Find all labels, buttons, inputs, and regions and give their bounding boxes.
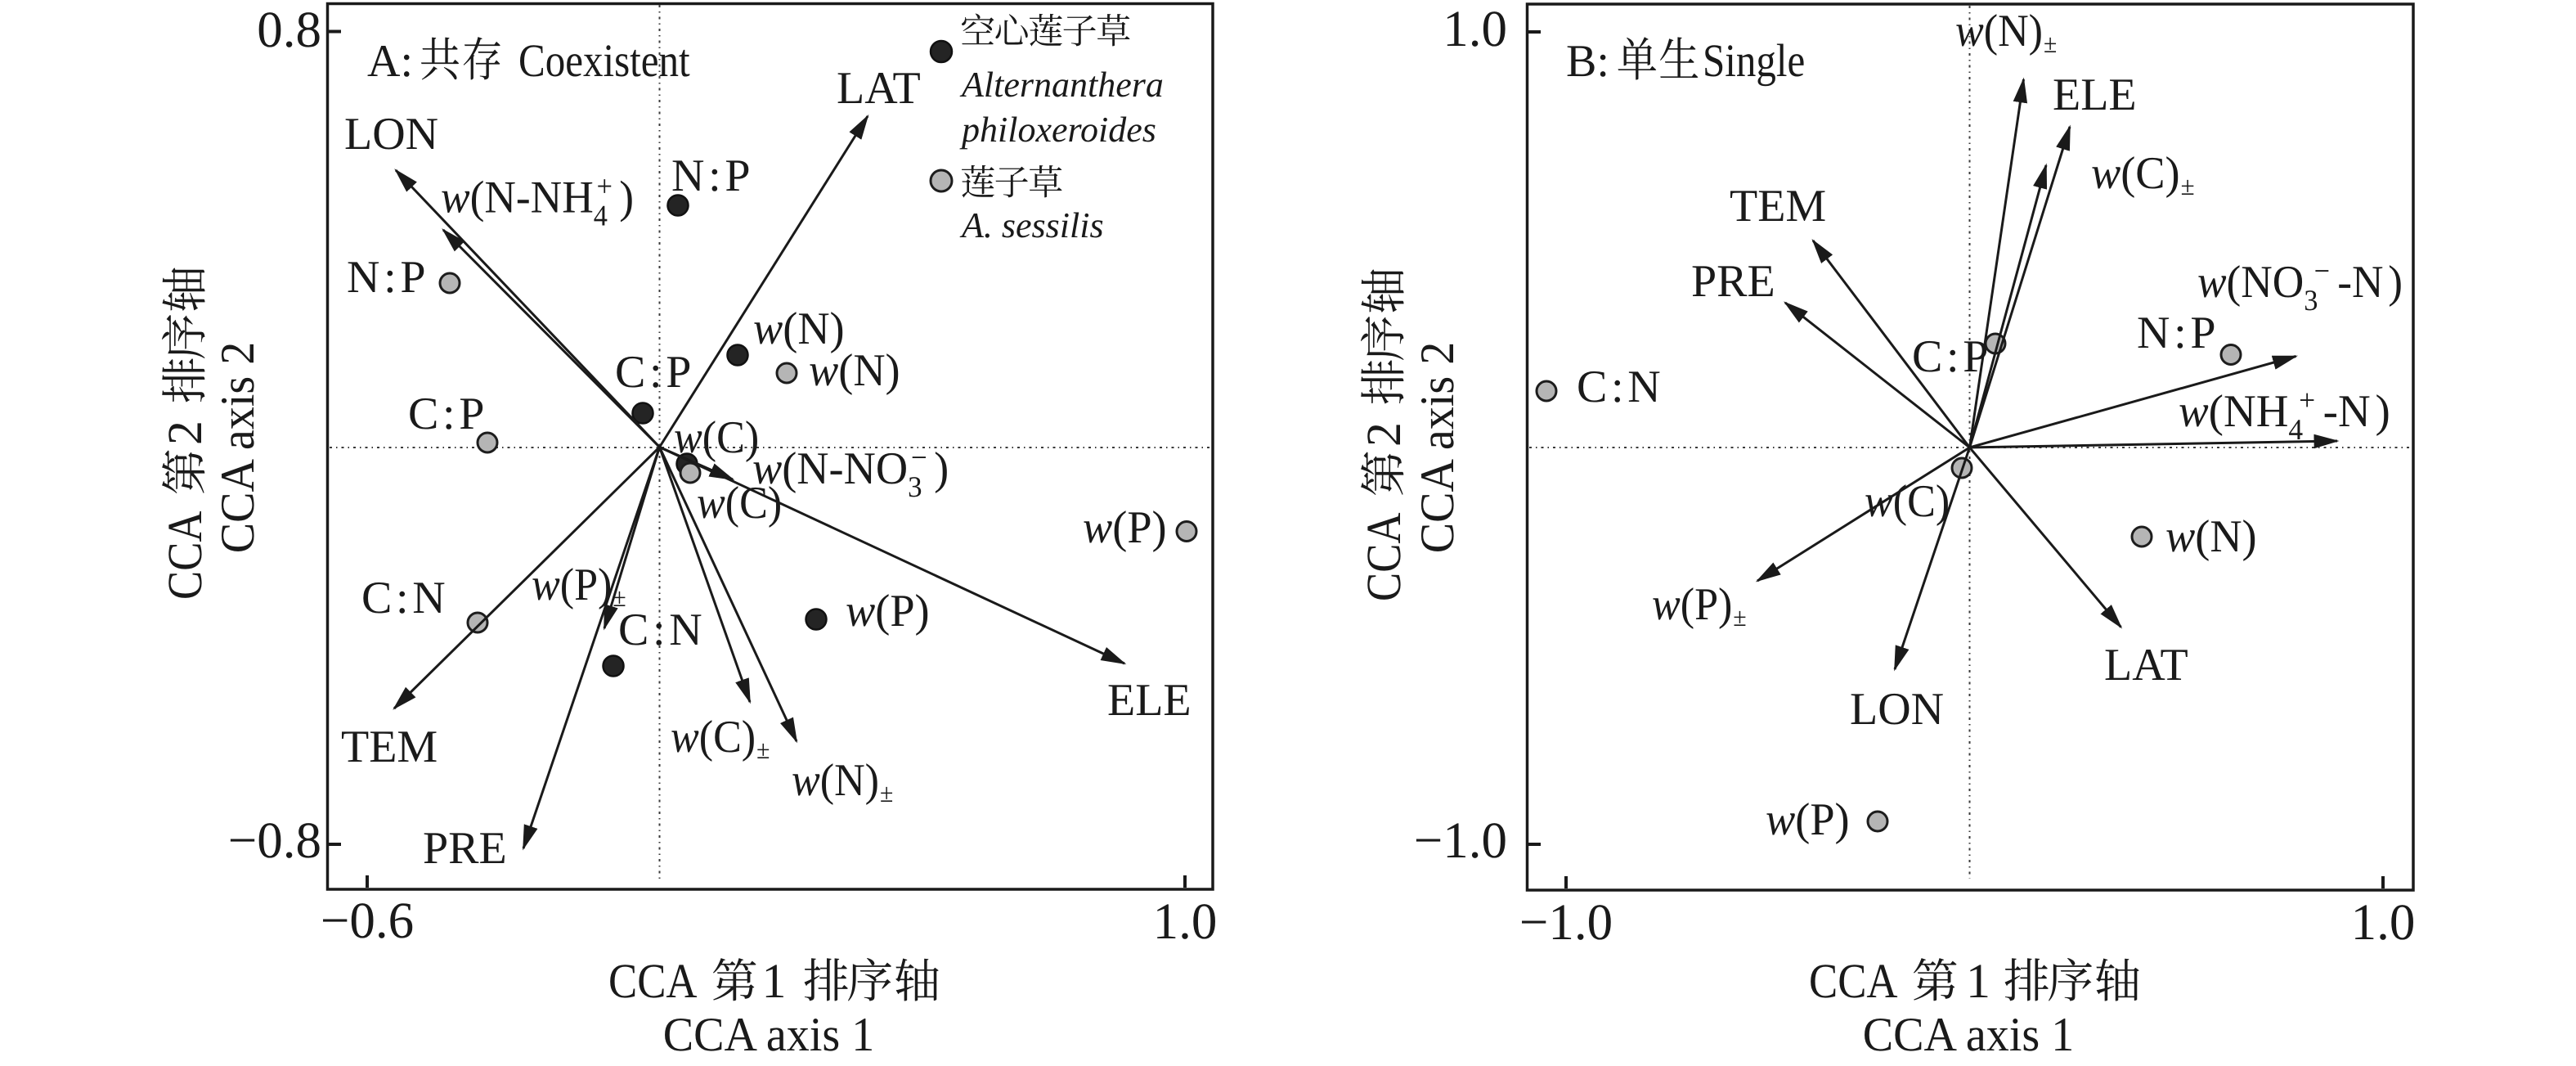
svg-text:w(C): w(C) [674, 412, 759, 463]
svg-text:(N): (N) [820, 755, 879, 806]
svg-text:CCA: CCA [158, 511, 212, 600]
svg-text:C : N: C : N [1577, 362, 1661, 412]
svg-text:TEM: TEM [1730, 181, 1826, 232]
svg-text:CCA: CCA [1357, 512, 1411, 601]
svg-text:CCA axis 2: CCA axis 2 [1410, 342, 1464, 554]
svg-text:LON: LON [344, 109, 438, 160]
svg-text:N : P: N : P [2137, 308, 2216, 358]
svg-text:): ) [2388, 257, 2403, 308]
svg-text:): ) [934, 443, 949, 494]
svg-text:0.8: 0.8 [257, 1, 321, 58]
svg-text:-N: -N [2337, 257, 2383, 308]
svg-text:Single: Single [1703, 35, 1805, 87]
svg-text:1: 1 [1966, 954, 1990, 1008]
svg-text:1: 1 [762, 954, 787, 1008]
svg-text:1.0: 1.0 [1443, 0, 1507, 57]
svg-text:N : P: N : P [347, 252, 426, 303]
svg-text:1.0: 1.0 [1153, 893, 1218, 950]
svg-text:): ) [2376, 386, 2390, 437]
svg-text:C : P: C : P [1912, 331, 1988, 382]
svg-text:−0.6: −0.6 [321, 892, 414, 949]
svg-text:w: w [532, 560, 560, 610]
svg-text:(P): (P) [560, 560, 613, 610]
svg-text:ELE: ELE [1107, 675, 1192, 726]
svg-text:w: w [2197, 257, 2227, 308]
svg-text:CCA axis 1: CCA axis 1 [1863, 1007, 2075, 1061]
svg-text:B:: B: [1566, 36, 1609, 87]
svg-text:1.0: 1.0 [2351, 893, 2416, 951]
svg-text:w: w [441, 173, 470, 223]
svg-text:w(P): w(P) [1766, 794, 1850, 845]
svg-text:TEM: TEM [341, 722, 438, 772]
svg-text:w: w [671, 712, 699, 762]
svg-text:-N: -N [2323, 386, 2371, 437]
svg-text:w: w [752, 443, 782, 494]
svg-text:w(P): w(P) [846, 586, 930, 636]
svg-text:2: 2 [158, 421, 212, 445]
svg-text:(N-NH: (N-NH [470, 173, 594, 223]
svg-text:w(C): w(C) [1865, 476, 1950, 527]
svg-text:C : P: C : P [615, 347, 691, 398]
svg-text:w: w [2179, 386, 2209, 437]
svg-text:C : P: C : P [408, 389, 484, 439]
svg-text:w(C): w(C) [697, 478, 782, 529]
svg-text:CCA: CCA [608, 954, 698, 1008]
svg-text:philoxeroides: philoxeroides [959, 110, 1156, 150]
svg-text:CCA: CCA [1809, 954, 1898, 1008]
svg-text:(C): (C) [2120, 148, 2179, 199]
svg-text:−0.8: −0.8 [228, 812, 321, 869]
svg-text:PRE: PRE [1691, 256, 1775, 307]
svg-text:(NH: (NH [2209, 386, 2289, 437]
svg-text:(C): (C) [699, 712, 756, 762]
svg-text:w(N): w(N) [753, 304, 845, 354]
svg-text:(N-NO: (N-NO [782, 443, 908, 494]
svg-text:(NO: (NO [2227, 257, 2304, 308]
svg-text:Coexistent: Coexistent [518, 35, 690, 87]
svg-text:(N): (N) [1984, 6, 2043, 56]
svg-text:CCA axis 1: CCA axis 1 [663, 1007, 875, 1061]
svg-text:A:: A: [367, 36, 413, 87]
svg-text:w(P): w(P) [1083, 502, 1167, 553]
svg-text:): ) [619, 173, 634, 223]
svg-text:w: w [1652, 579, 1681, 630]
svg-text:w(N): w(N) [2165, 511, 2257, 562]
svg-text:(P): (P) [1681, 579, 1733, 630]
svg-text:N : P: N : P [671, 151, 751, 201]
svg-text:ELE: ELE [2053, 70, 2137, 120]
svg-text:w: w [792, 755, 820, 806]
svg-text:LON: LON [1850, 684, 1944, 735]
svg-text:w(N): w(N) [809, 345, 900, 396]
svg-text:Alternanthera: Alternanthera [959, 65, 1164, 105]
svg-text:LAT: LAT [837, 63, 921, 114]
svg-text:w: w [1955, 6, 1984, 56]
svg-text:LAT: LAT [2104, 640, 2188, 690]
svg-text:−1.0: −1.0 [1414, 812, 1507, 869]
svg-text:PRE: PRE [423, 823, 507, 874]
svg-text:2: 2 [1357, 422, 1411, 447]
svg-text:A. sessilis: A. sessilis [959, 205, 1104, 245]
svg-text:w: w [2091, 148, 2120, 199]
svg-text:CCA axis 2: CCA axis 2 [210, 342, 264, 554]
svg-text:C : N: C : N [618, 605, 702, 655]
svg-text:C : N: C : N [361, 573, 446, 623]
svg-text:−1.0: −1.0 [1519, 893, 1613, 951]
